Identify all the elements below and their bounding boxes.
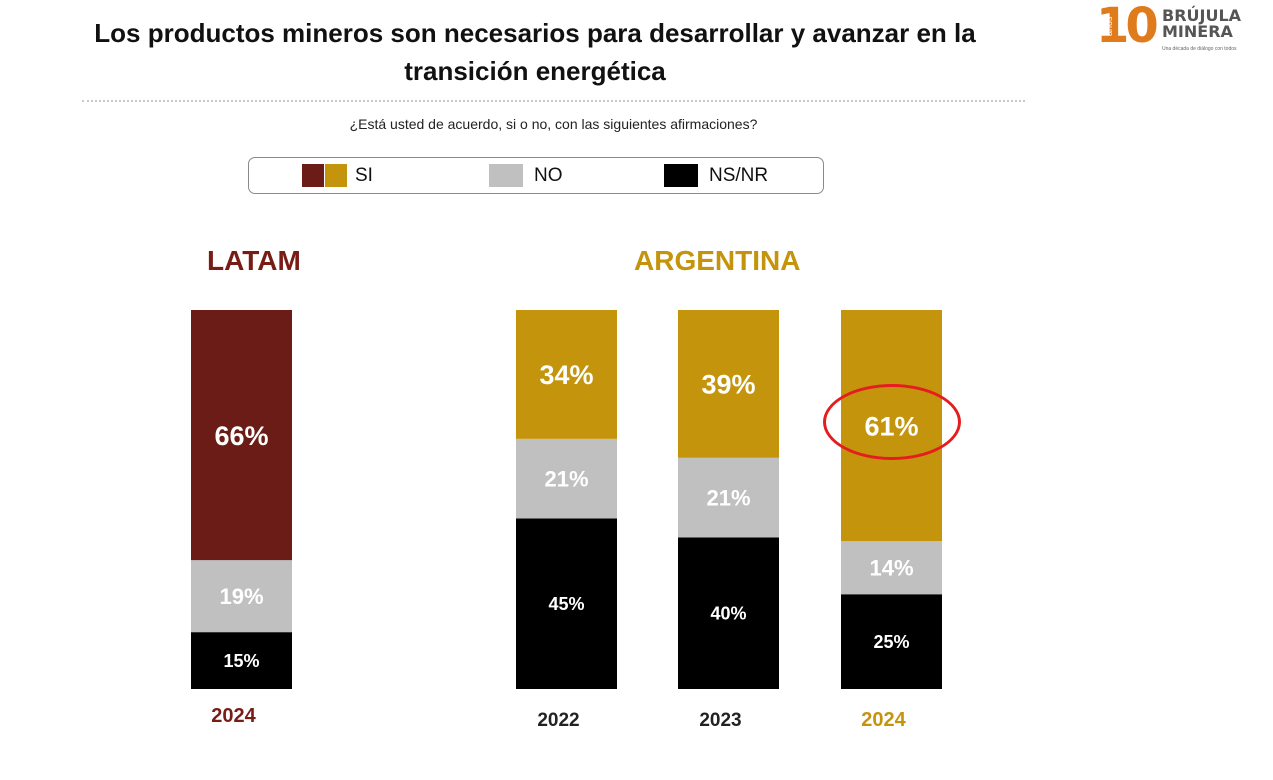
legend-no-swatch: [489, 164, 523, 187]
legend-si-latam-swatch: [302, 164, 324, 187]
bar-segment-nsnr-3: [841, 594, 942, 689]
data-label-si-0: 66%: [214, 421, 268, 451]
data-label-no-1: 21%: [544, 467, 588, 492]
data-label-nsnr-3: 25%: [873, 632, 909, 652]
year-label-1: 2022: [537, 710, 579, 731]
legend-no-label: NO: [534, 165, 563, 186]
logo-ten: 10: [1096, 0, 1159, 54]
legend-nsnr-label: NS/NR: [709, 165, 769, 186]
group-title-latam: LATAM: [207, 245, 301, 276]
bar-segment-nsnr-1: [516, 518, 617, 689]
year-label-2: 2023: [699, 710, 741, 731]
data-label-nsnr-2: 40%: [710, 604, 746, 624]
data-label-no-3: 14%: [869, 556, 913, 581]
year-label-0: 2024: [211, 705, 256, 727]
data-label-si-2: 39%: [701, 370, 755, 400]
bar-segment-si-1: [516, 310, 617, 439]
title-divider: [82, 100, 1025, 102]
data-label-nsnr-0: 15%: [223, 651, 259, 671]
legend-nsnr-swatch: [664, 164, 698, 187]
page-title: Los productos mineros son necesarios par…: [94, 18, 976, 86]
data-label-nsnr-1: 45%: [548, 594, 584, 614]
bar-segment-si-2: [678, 310, 779, 458]
logo-tagline: Una década de diálogo con todos: [1162, 46, 1237, 52]
legend-si-label: SI: [355, 165, 373, 186]
bar-segment-no-1: [516, 438, 617, 519]
legend: SI NO NS/NR: [248, 157, 824, 194]
bar-segment-nsnr-0: [191, 632, 292, 689]
data-label-no-0: 19%: [219, 584, 263, 609]
survey-question: ¿Está usted de acuerdo, si o no, con las…: [349, 116, 758, 132]
data-label-si-1: 34%: [539, 360, 593, 390]
brujula-minera-logo: 10 años BRÚJULA MINERA Una década de diá…: [1090, 0, 1250, 60]
logo-line-2: MINERA: [1162, 22, 1233, 41]
bar-segment-nsnr-2: [678, 537, 779, 689]
highlight-circle: [823, 384, 961, 460]
bar-segment-si-0: [191, 310, 292, 561]
bar-segment-no-0: [191, 560, 292, 633]
year-label-3: 2024: [861, 709, 906, 731]
data-label-no-2: 21%: [706, 486, 750, 511]
bar-segment-no-2: [678, 457, 779, 538]
logo-line-1: BRÚJULA: [1162, 6, 1242, 25]
group-title-argentina: ARGENTINA: [634, 245, 801, 276]
bar-segment-no-3: [841, 541, 942, 595]
legend-si-argentina-swatch: [325, 164, 347, 187]
logo-name: BRÚJULA MINERA: [1162, 8, 1241, 40]
